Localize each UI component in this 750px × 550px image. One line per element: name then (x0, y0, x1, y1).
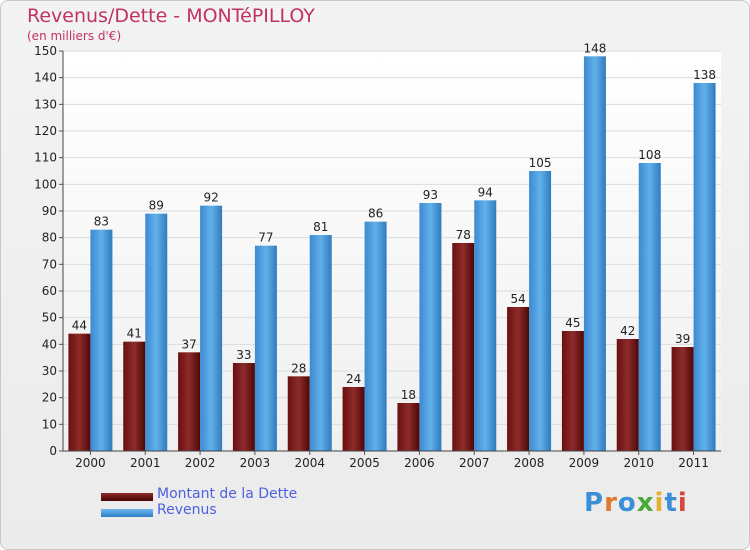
data-label: 77 (258, 231, 273, 245)
x-tick-label: 2001 (130, 456, 161, 470)
data-label: 54 (510, 292, 525, 306)
data-label: 81 (313, 220, 328, 234)
bar-revenue (529, 171, 552, 451)
logo-letter: P (584, 488, 605, 518)
bar-debt (68, 333, 91, 451)
y-tick-label: 130 (34, 97, 57, 111)
data-label: 148 (583, 41, 606, 55)
bar-revenue (474, 200, 497, 451)
y-tick-label: 0 (49, 444, 57, 458)
y-tick-label: 30 (42, 364, 57, 378)
legend-label-revenue: Revenus (157, 502, 217, 518)
logo-letter: t (664, 488, 678, 518)
data-label: 42 (620, 324, 635, 338)
y-tick-label: 150 (34, 44, 57, 58)
bar-revenue (309, 235, 332, 451)
data-label: 45 (565, 316, 580, 330)
y-tick-label: 140 (34, 71, 57, 85)
logo-letter: i (654, 488, 665, 518)
x-tick-label: 2003 (240, 456, 271, 470)
logo-letter: x (636, 488, 655, 518)
data-label: 83 (94, 215, 109, 229)
y-tick-label: 10 (42, 417, 57, 431)
bar-debt (561, 331, 584, 451)
bar-debt (123, 341, 146, 451)
y-tick-label: 70 (42, 257, 57, 271)
data-label: 94 (478, 185, 493, 199)
x-tick-label: 2004 (294, 456, 325, 470)
bar-revenue (693, 83, 716, 451)
y-tick-label: 100 (34, 177, 57, 191)
data-label: 37 (181, 337, 196, 351)
bar-debt (671, 347, 694, 451)
y-tick-label: 40 (42, 337, 57, 351)
data-label: 24 (346, 372, 361, 386)
bar-debt (616, 339, 639, 451)
data-label: 105 (529, 156, 552, 170)
logo-letter: o (617, 488, 637, 518)
data-label: 41 (127, 327, 142, 341)
bar-debt (287, 376, 310, 451)
data-label: 28 (291, 361, 306, 375)
x-tick-label: 2000 (75, 456, 106, 470)
data-label: 78 (456, 228, 471, 242)
data-label: 93 (423, 188, 438, 202)
bar-debt (232, 363, 255, 451)
bar-revenue (145, 213, 168, 451)
x-tick-label: 2008 (514, 456, 545, 470)
chart-subtitle: (en milliers d'€) (27, 29, 122, 43)
y-tick-label: 50 (42, 311, 57, 325)
chart-title: Revenus/Dette - MONTéPILLOY (27, 5, 315, 27)
bar-debt (452, 243, 475, 451)
logo-letter: i (677, 488, 688, 518)
legend-swatch-revenue (101, 509, 153, 517)
data-label: 44 (72, 319, 87, 333)
bar-revenue (364, 221, 387, 451)
data-label: 33 (236, 348, 251, 362)
y-tick-label: 20 (42, 391, 57, 405)
data-label: 39 (675, 332, 690, 346)
logo-letter: r (604, 488, 618, 518)
data-label: 86 (368, 207, 383, 221)
legend-label-debt: Montant de la Dette (157, 486, 298, 502)
bar-revenue (254, 245, 277, 451)
y-tick-label: 80 (42, 231, 57, 245)
bar-debt (178, 352, 201, 451)
x-tick-label: 2006 (404, 456, 435, 470)
bar-revenue (583, 56, 606, 451)
x-tick-label: 2007 (459, 456, 490, 470)
legend-swatch-debt (101, 493, 153, 501)
proxiti-logo: Proxiti (584, 488, 688, 518)
plot-area (63, 51, 721, 451)
data-label: 92 (203, 191, 218, 205)
bar-debt (397, 403, 420, 451)
x-tick-label: 2009 (569, 456, 600, 470)
bar-debt (507, 307, 530, 451)
x-tick-label: 2011 (678, 456, 709, 470)
data-label: 89 (149, 199, 164, 213)
bar-revenue (419, 203, 442, 451)
x-tick-label: 2010 (623, 456, 654, 470)
bar-revenue (200, 205, 223, 451)
y-tick-label: 110 (34, 151, 57, 165)
bar-revenue (90, 229, 113, 451)
data-label: 108 (638, 148, 661, 162)
data-label: 138 (693, 68, 716, 82)
y-tick-label: 120 (34, 124, 57, 138)
bar-debt (342, 387, 365, 451)
x-tick-label: 2002 (185, 456, 216, 470)
data-label: 18 (401, 388, 416, 402)
y-tick-label: 90 (42, 204, 57, 218)
y-tick-label: 60 (42, 284, 57, 298)
x-tick-label: 2005 (349, 456, 380, 470)
bar-revenue (638, 163, 661, 451)
